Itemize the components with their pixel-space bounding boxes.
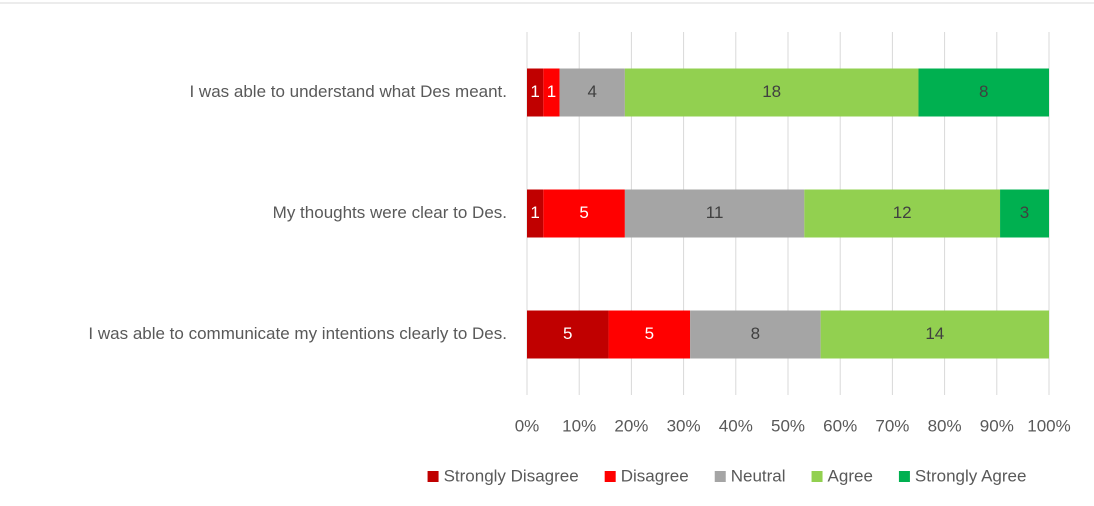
- data-label: 8: [751, 324, 760, 343]
- data-label: 5: [645, 324, 654, 343]
- legend-swatch: [811, 471, 823, 482]
- legend-label: Strongly Disagree: [444, 466, 579, 485]
- bar-segment: [804, 189, 1001, 238]
- legend-label: Agree: [828, 466, 873, 485]
- bar-segment: [624, 189, 805, 238]
- data-label: 3: [1020, 203, 1029, 222]
- x-tick-label: 60%: [823, 416, 857, 435]
- bar-segment: [624, 68, 919, 117]
- bar-segment: [527, 68, 544, 117]
- bar-segment: [1000, 189, 1049, 238]
- x-tick-label: 30%: [667, 416, 701, 435]
- bar-segment: [527, 310, 609, 359]
- x-tick-label: 40%: [719, 416, 753, 435]
- legend-swatch: [898, 471, 910, 482]
- x-tick-label: 80%: [928, 416, 962, 435]
- bar-segment: [608, 310, 691, 359]
- legend-label: Neutral: [731, 466, 786, 485]
- y-tick-label: I was able to understand what Des meant.: [189, 82, 507, 101]
- data-label: 5: [563, 324, 572, 343]
- data-label: 11: [706, 203, 724, 222]
- bar-segment: [820, 310, 1049, 359]
- data-label: 14: [925, 324, 944, 343]
- data-label: 18: [762, 82, 781, 101]
- data-label: 1: [547, 82, 556, 101]
- legend-swatch: [427, 471, 439, 482]
- data-label: 5: [579, 203, 588, 222]
- bar-segment: [543, 189, 625, 238]
- legend-label: Strongly Agree: [915, 466, 1027, 485]
- data-label: 1: [530, 203, 539, 222]
- bar-segment: [527, 189, 544, 238]
- data-label: 4: [588, 82, 597, 101]
- x-tick-label: 50%: [771, 416, 805, 435]
- x-tick-label: 100%: [1027, 416, 1070, 435]
- bar-segment: [690, 310, 821, 359]
- x-tick-label: 0%: [515, 416, 540, 435]
- x-tick-label: 70%: [875, 416, 909, 435]
- bar-segment: [559, 68, 625, 117]
- data-label: 12: [893, 203, 912, 222]
- x-tick-label: 10%: [562, 416, 596, 435]
- legend-swatch: [604, 471, 616, 482]
- x-tick-label: 20%: [614, 416, 648, 435]
- legend-swatch: [714, 471, 726, 482]
- data-label: 8: [979, 82, 988, 101]
- x-tick-label: 90%: [980, 416, 1014, 435]
- data-label: 1: [530, 82, 539, 101]
- legend-label: Disagree: [621, 466, 689, 485]
- y-tick-label: I was able to communicate my intentions …: [88, 324, 507, 343]
- bar-segment: [543, 68, 560, 117]
- y-tick-label: My thoughts were clear to Des.: [273, 203, 507, 222]
- bar-segment: [918, 68, 1049, 117]
